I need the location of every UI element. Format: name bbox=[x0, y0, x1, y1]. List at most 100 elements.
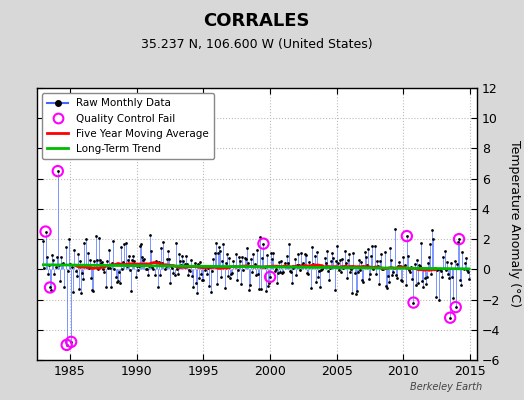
Point bbox=[239, 267, 248, 274]
Point bbox=[379, 266, 388, 273]
Point bbox=[377, 250, 386, 257]
Point bbox=[326, 265, 334, 272]
Point bbox=[363, 261, 371, 268]
Point bbox=[283, 260, 292, 266]
Point bbox=[417, 240, 425, 246]
Point bbox=[365, 276, 373, 282]
Point bbox=[85, 264, 93, 271]
Point bbox=[232, 251, 240, 257]
Point bbox=[171, 240, 180, 246]
Point bbox=[265, 280, 273, 286]
Point bbox=[306, 263, 314, 270]
Point bbox=[305, 259, 313, 266]
Point bbox=[408, 276, 417, 282]
Point bbox=[419, 284, 428, 290]
Point bbox=[241, 255, 249, 262]
Point bbox=[179, 258, 188, 264]
Point bbox=[424, 260, 432, 266]
Point bbox=[257, 286, 265, 292]
Point bbox=[191, 280, 200, 286]
Point bbox=[188, 273, 196, 280]
Point bbox=[269, 250, 278, 256]
Point bbox=[167, 263, 176, 269]
Point bbox=[107, 284, 115, 290]
Point bbox=[261, 288, 270, 294]
Point bbox=[270, 267, 279, 274]
Point bbox=[296, 267, 304, 274]
Point bbox=[39, 238, 48, 244]
Point bbox=[234, 267, 242, 274]
Point bbox=[172, 266, 181, 272]
Point bbox=[311, 278, 320, 285]
Point bbox=[61, 244, 70, 250]
Point bbox=[320, 255, 329, 261]
Point bbox=[48, 252, 57, 258]
Point bbox=[185, 267, 193, 273]
Point bbox=[304, 271, 312, 278]
Point bbox=[455, 236, 463, 242]
Point bbox=[210, 250, 219, 256]
Point bbox=[136, 243, 144, 250]
Point bbox=[436, 265, 444, 272]
Point bbox=[452, 304, 460, 310]
Point bbox=[308, 244, 316, 250]
Point bbox=[256, 234, 264, 240]
Point bbox=[434, 266, 442, 272]
Point bbox=[288, 279, 297, 286]
Point bbox=[42, 254, 51, 260]
Point bbox=[76, 257, 84, 264]
Point bbox=[220, 285, 228, 291]
Point bbox=[68, 264, 77, 270]
Point bbox=[45, 262, 53, 268]
Point bbox=[122, 240, 130, 246]
Point bbox=[141, 265, 150, 272]
Point bbox=[203, 271, 211, 277]
Point bbox=[435, 296, 443, 303]
Point bbox=[175, 251, 183, 258]
Point bbox=[279, 269, 288, 275]
Point bbox=[98, 259, 106, 266]
Point bbox=[448, 274, 456, 280]
Point bbox=[216, 248, 224, 254]
Point bbox=[454, 238, 462, 245]
Point bbox=[127, 288, 135, 294]
Point bbox=[293, 251, 302, 258]
Point bbox=[339, 265, 347, 272]
Point bbox=[452, 304, 460, 310]
Point bbox=[355, 257, 363, 263]
Point bbox=[456, 277, 464, 283]
Point bbox=[267, 250, 276, 256]
Point bbox=[129, 253, 138, 260]
Point bbox=[212, 240, 220, 247]
Point bbox=[138, 254, 147, 260]
Point bbox=[465, 276, 473, 282]
Point bbox=[41, 228, 50, 235]
Point bbox=[268, 256, 277, 262]
Point bbox=[280, 260, 289, 266]
Point bbox=[442, 267, 450, 274]
Point bbox=[108, 260, 116, 267]
Point bbox=[302, 270, 311, 276]
Point bbox=[327, 258, 335, 264]
Point bbox=[117, 244, 125, 250]
Point bbox=[59, 260, 68, 266]
Point bbox=[338, 256, 346, 262]
Point bbox=[373, 258, 381, 264]
Point bbox=[396, 263, 405, 270]
Point bbox=[427, 270, 435, 277]
Point bbox=[282, 253, 291, 259]
Point bbox=[298, 262, 307, 268]
Point bbox=[75, 286, 83, 292]
Point bbox=[453, 260, 461, 267]
Point bbox=[243, 245, 251, 251]
Point bbox=[346, 269, 354, 275]
Point bbox=[125, 253, 133, 259]
Point bbox=[57, 253, 66, 260]
Point bbox=[123, 262, 131, 269]
Point bbox=[438, 274, 446, 280]
Point bbox=[446, 314, 454, 321]
Point bbox=[384, 273, 392, 280]
Point bbox=[236, 258, 244, 264]
Text: 35.237 N, 106.600 W (United States): 35.237 N, 106.600 W (United States) bbox=[141, 38, 373, 51]
Point bbox=[114, 278, 122, 285]
